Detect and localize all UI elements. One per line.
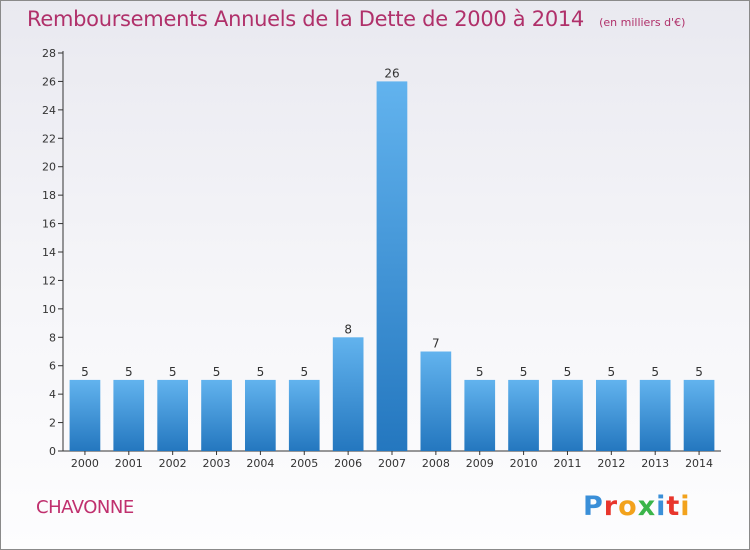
- data-label: 5: [213, 365, 221, 379]
- data-label: 5: [476, 365, 484, 379]
- bar: [332, 337, 364, 451]
- y-tick-label: 18: [42, 189, 56, 202]
- y-tick-label: 8: [49, 331, 56, 344]
- data-label: 8: [344, 322, 352, 336]
- commune-name: CHAVONNE: [36, 497, 134, 518]
- bar: [639, 379, 671, 451]
- x-tick-label: 2000: [71, 457, 99, 470]
- logo-letter: i: [656, 491, 667, 522]
- x-tick-label: 2005: [290, 457, 318, 470]
- y-tick-label: 2: [49, 417, 56, 430]
- logo-letter: P: [583, 491, 604, 522]
- chart-title-text: Remboursements Annuels de la Dette de 20…: [27, 7, 584, 31]
- x-tick-label: 2012: [597, 457, 625, 470]
- y-tick-label: 6: [49, 360, 56, 373]
- y-tick-label: 14: [42, 246, 56, 259]
- y-tick-label: 16: [42, 218, 56, 231]
- y-tick-label: 22: [42, 132, 56, 145]
- chart-title: Remboursements Annuels de la Dette de 20…: [27, 7, 685, 31]
- logo-letter: r: [603, 491, 619, 522]
- x-tick-label: 2011: [553, 457, 581, 470]
- bar: [420, 351, 452, 451]
- bar: [201, 379, 232, 451]
- bars: [69, 81, 715, 452]
- data-label: 5: [300, 365, 308, 379]
- bar: [288, 379, 320, 451]
- y-tick-label: 26: [42, 75, 56, 88]
- bar: [69, 379, 101, 451]
- x-tick-label: 2006: [334, 457, 362, 470]
- bar: [683, 379, 715, 451]
- x-tick-label: 2010: [510, 457, 538, 470]
- y-tick-label: 4: [49, 388, 56, 401]
- proxiti-logo: Proxiti: [583, 491, 691, 522]
- bar: [464, 379, 496, 451]
- x-tick-label: 2007: [378, 457, 406, 470]
- bar: [552, 379, 583, 451]
- logo-letter: i: [680, 491, 691, 522]
- x-tick-label: 2003: [203, 457, 231, 470]
- bar: [508, 379, 539, 451]
- y-tick-label: 28: [42, 47, 56, 60]
- data-label: 26: [384, 66, 399, 80]
- bar: [245, 379, 276, 451]
- data-label: 5: [125, 365, 133, 379]
- x-tick-label: 2004: [246, 457, 274, 470]
- labels: 0246810121416182022242628200052001520025…: [42, 47, 713, 470]
- logo-letter: t: [666, 491, 681, 522]
- data-label: 5: [257, 365, 265, 379]
- x-tick-label: 2001: [115, 457, 143, 470]
- chart-unit-label: (en milliers d'€): [599, 16, 686, 29]
- y-tick-label: 0: [49, 445, 56, 458]
- logo-letter: x: [637, 491, 657, 522]
- data-label: 5: [564, 365, 572, 379]
- y-tick-label: 20: [42, 161, 56, 174]
- bar: [113, 379, 145, 451]
- logo-letter: o: [618, 491, 638, 522]
- x-tick-label: 2008: [422, 457, 450, 470]
- data-label: 7: [432, 337, 440, 351]
- data-label: 5: [169, 365, 177, 379]
- bar: [157, 379, 188, 451]
- data-label: 5: [608, 365, 616, 379]
- x-tick-label: 2013: [641, 457, 669, 470]
- x-tick-label: 2002: [159, 457, 187, 470]
- data-label: 5: [651, 365, 659, 379]
- data-label: 5: [520, 365, 528, 379]
- bar: [596, 379, 627, 451]
- y-tick-label: 12: [42, 274, 56, 287]
- x-tick-label: 2009: [466, 457, 494, 470]
- y-tick-label: 10: [42, 303, 56, 316]
- data-label: 5: [695, 365, 703, 379]
- y-tick-label: 24: [42, 104, 56, 117]
- x-tick-label: 2014: [685, 457, 713, 470]
- data-label: 5: [81, 365, 89, 379]
- bar: [376, 81, 408, 452]
